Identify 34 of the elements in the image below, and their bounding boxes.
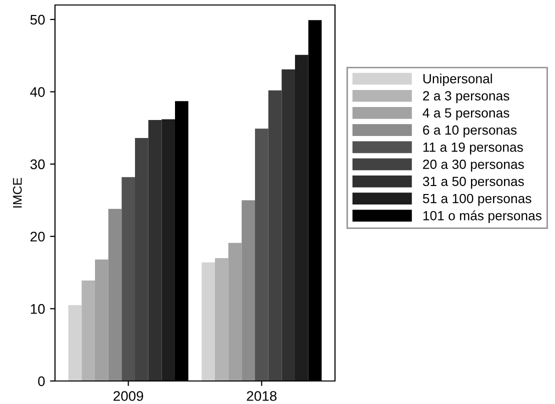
y-tick-label: 20 <box>30 232 45 242</box>
bar <box>228 242 242 381</box>
y-tick-label: 40 <box>30 87 45 97</box>
bar <box>122 177 135 381</box>
bar <box>242 200 255 381</box>
bar <box>202 262 215 381</box>
bar <box>282 69 295 381</box>
bar <box>268 90 282 381</box>
legend-label: 51 a 100 personas <box>422 194 532 206</box>
legend-label: 20 a 30 personas <box>423 160 524 172</box>
bar <box>95 260 108 381</box>
y-tick-label: 30 <box>30 159 45 170</box>
legend-label: 4 a 5 personas <box>422 108 510 120</box>
x-tick-label: 2009 <box>114 391 144 401</box>
y-tick-label: 50 <box>30 14 45 25</box>
bar <box>162 119 175 381</box>
legend-label: Unipersonal <box>423 74 492 86</box>
bar <box>148 120 162 381</box>
bar <box>255 128 268 381</box>
bar <box>108 208 122 381</box>
x-tick-label: 2018 <box>246 391 277 401</box>
y-tick-label: 10 <box>30 304 45 314</box>
bar <box>295 54 308 381</box>
legend-label: 6 a 10 personas <box>423 125 517 138</box>
bar <box>135 138 148 381</box>
y-tick-label: 0 <box>38 376 45 386</box>
bar <box>215 258 228 381</box>
legend-label: 2 a 3 personas <box>423 91 510 104</box>
legend-label: 31 a 50 personas <box>422 176 524 189</box>
bar <box>82 280 95 381</box>
bar <box>68 305 82 381</box>
y-axis-title: IMCE <box>12 178 22 208</box>
legend-label: 101 o más personas <box>423 210 542 223</box>
legend-label: 11 a 19 personas <box>423 142 523 154</box>
